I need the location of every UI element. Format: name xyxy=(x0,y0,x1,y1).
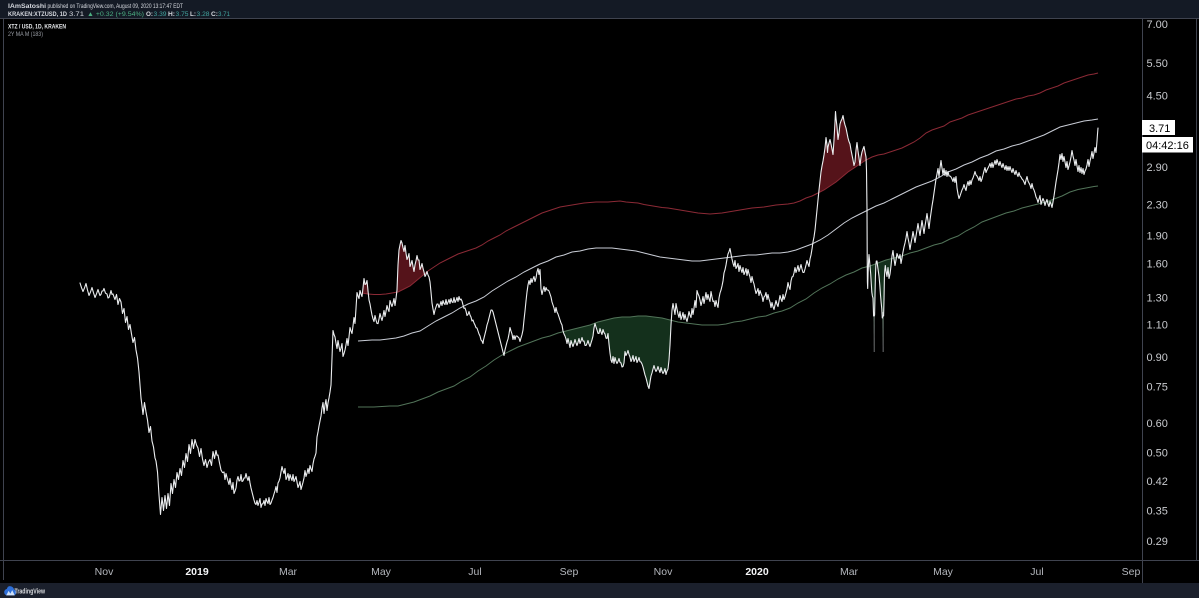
svg-text:C:: C: xyxy=(211,11,218,18)
svg-text:KRAKEN:XTZUSD, 1D: KRAKEN:XTZUSD, 1D xyxy=(8,11,67,18)
svg-text:3.71: 3.71 xyxy=(1149,123,1170,135)
svg-text:▲ +0.32 (+9.54%): ▲ +0.32 (+9.54%) xyxy=(87,11,144,18)
svg-text:0.29: 0.29 xyxy=(1147,536,1168,548)
svg-text:0.50: 0.50 xyxy=(1147,448,1168,460)
svg-text:0.35: 0.35 xyxy=(1147,505,1168,517)
svg-text:Jul: Jul xyxy=(1030,566,1043,578)
svg-text:2.90: 2.90 xyxy=(1147,162,1168,174)
svg-text:H:: H: xyxy=(168,11,175,18)
svg-text:4.50: 4.50 xyxy=(1147,91,1168,103)
svg-text:2019: 2019 xyxy=(185,566,209,578)
svg-text:Nov: Nov xyxy=(654,566,673,578)
svg-text:3.71: 3.71 xyxy=(218,11,230,18)
svg-text:Sep: Sep xyxy=(1122,566,1141,578)
svg-text:May: May xyxy=(371,566,392,578)
svg-text:2.30: 2.30 xyxy=(1147,200,1168,212)
svg-text:3.75: 3.75 xyxy=(176,11,189,18)
svg-text:Sep: Sep xyxy=(560,566,579,578)
svg-text:7.00: 7.00 xyxy=(1147,19,1168,31)
svg-text:1.60: 1.60 xyxy=(1147,259,1168,271)
svg-text:2Y MA M (183): 2Y MA M (183) xyxy=(8,31,43,38)
svg-text:1.10: 1.10 xyxy=(1147,319,1168,331)
svg-text:0.90: 0.90 xyxy=(1147,352,1168,364)
svg-text:XTZ / USD, 1D, KRAKEN: XTZ / USD, 1D, KRAKEN xyxy=(8,23,66,30)
svg-text:3.39: 3.39 xyxy=(154,11,167,18)
svg-text:O:: O: xyxy=(146,11,153,18)
svg-text:Nov: Nov xyxy=(95,566,114,578)
svg-text:0.60: 0.60 xyxy=(1147,418,1168,430)
svg-text:2020: 2020 xyxy=(745,566,769,578)
svg-text:5.50: 5.50 xyxy=(1147,58,1168,70)
svg-text:Mar: Mar xyxy=(840,566,859,578)
svg-text:L:: L: xyxy=(190,11,196,18)
svg-text:3.71: 3.71 xyxy=(69,11,85,18)
svg-text:0.42: 0.42 xyxy=(1147,476,1168,488)
svg-text:IAmSatoshi: IAmSatoshi xyxy=(8,3,46,10)
svg-text:1.30: 1.30 xyxy=(1147,292,1168,304)
svg-text:TradingView: TradingView xyxy=(15,587,46,596)
svg-text:0.75: 0.75 xyxy=(1147,382,1168,394)
svg-text:1.90: 1.90 xyxy=(1147,231,1168,243)
svg-text:published on TradingView.com,: published on TradingView.com, August 09,… xyxy=(48,3,184,10)
svg-text:Mar: Mar xyxy=(279,566,298,578)
svg-text:3.28: 3.28 xyxy=(197,11,210,18)
svg-text:Jul: Jul xyxy=(468,566,481,578)
svg-text:May: May xyxy=(933,566,954,578)
svg-text:04:42:16: 04:42:16 xyxy=(1146,140,1189,152)
